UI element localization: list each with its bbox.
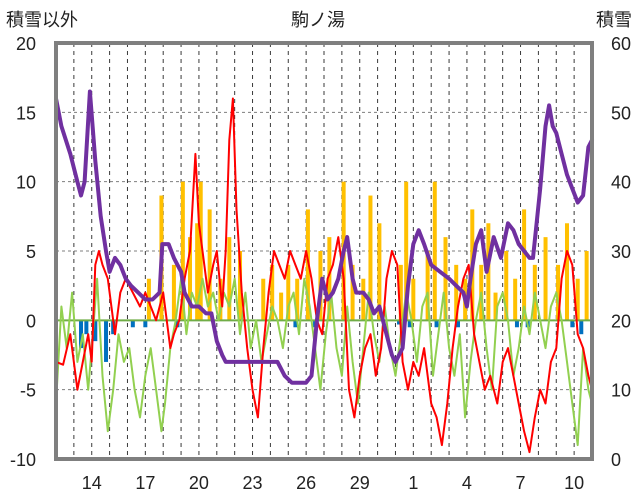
precip-bar [286, 264, 291, 321]
negative-bar [104, 320, 109, 362]
negative-bar [579, 320, 584, 335]
plot-border [54, 41, 594, 461]
x-tick: 1 [408, 473, 418, 493]
y-tick-right: 30 [611, 242, 631, 262]
y-tick-right: 0 [611, 450, 621, 470]
precip-bar [350, 264, 355, 321]
precip-bar [270, 264, 275, 321]
precip-bar [195, 223, 200, 321]
negative-bar [434, 320, 439, 328]
negative-bar [514, 320, 519, 328]
x-tick: 20 [189, 473, 209, 493]
negative-bar [570, 320, 575, 328]
precip-bar [404, 181, 409, 321]
chart-title: 駒ノ湯 [291, 10, 345, 30]
negative-bar [143, 320, 148, 328]
precip-bar [261, 278, 266, 321]
precip-bar [564, 223, 569, 321]
y-tick-left: 20 [16, 34, 36, 54]
precip-bar [454, 264, 459, 321]
precip-bar [584, 251, 589, 321]
precip-bar [218, 278, 223, 321]
precip-bar [575, 278, 580, 321]
y-tick-left: 0 [26, 311, 36, 331]
precip-bar [227, 237, 232, 321]
negative-bar [84, 320, 89, 335]
negative-bar [93, 320, 98, 342]
y-tick-left: -10 [10, 450, 36, 470]
precip-bar [279, 292, 284, 321]
series-lines [54, 89, 594, 454]
y-tick-right: 10 [611, 381, 631, 401]
x-tick: 7 [516, 473, 526, 493]
precip-bar [377, 223, 382, 321]
precip-bar [411, 278, 416, 321]
x-tick: 23 [243, 473, 263, 493]
negative-bar [293, 320, 298, 328]
precip-bar [188, 237, 192, 321]
precip-bar [504, 251, 509, 321]
precip-bar [513, 278, 518, 321]
precip-bar [198, 181, 203, 321]
negative-bar [407, 320, 412, 328]
y-tick-right: 40 [611, 173, 631, 193]
temp-green-line [55, 277, 593, 447]
y-tick-left: 15 [16, 103, 36, 123]
snow-depth-line [54, 89, 594, 385]
precip-bar [443, 237, 448, 321]
precip-bar [368, 195, 373, 321]
negative-bar [456, 320, 460, 328]
x-tick: 4 [462, 473, 472, 493]
precip-bar [295, 278, 300, 321]
negative-bar [397, 320, 402, 325]
y-tick-right: 60 [611, 34, 631, 54]
precip-bar [556, 264, 561, 321]
y-tick-left: 5 [26, 242, 36, 262]
x-tick: 17 [135, 473, 155, 493]
precip-bar [522, 209, 527, 321]
precip-bar [238, 251, 243, 321]
x-tick: 26 [296, 473, 316, 493]
precip-bar [361, 278, 366, 321]
precip-bar [327, 237, 332, 321]
negative-bar [130, 320, 135, 328]
x-tick: 10 [564, 473, 584, 493]
x-tick: 14 [82, 473, 102, 493]
y-tick-right: 50 [611, 103, 631, 123]
precip-bar [207, 209, 212, 321]
precip-bar [180, 181, 185, 321]
precip-bar [432, 181, 437, 321]
y-tick-left: -5 [20, 381, 36, 401]
left-axis-title: 積雪以外 [6, 10, 78, 30]
negative-bar [79, 320, 84, 349]
y-tick-left: 10 [16, 173, 36, 193]
plot-frame [54, 41, 594, 461]
precip-bar [398, 264, 403, 321]
precip-bar [171, 264, 176, 321]
right-axis-title: 積雪 [596, 10, 632, 30]
precip-bar [543, 237, 548, 321]
y-tick-right: 20 [611, 311, 631, 331]
precip-bar [425, 251, 430, 321]
precip-bar [493, 292, 498, 321]
x-tick: 29 [350, 473, 370, 493]
